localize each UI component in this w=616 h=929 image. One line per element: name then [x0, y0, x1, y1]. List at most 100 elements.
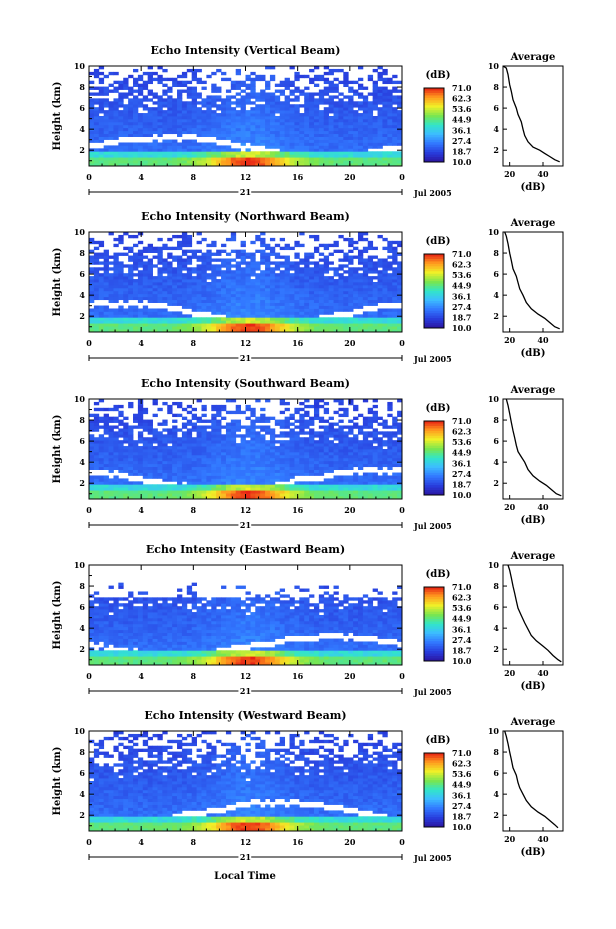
heatmap-cell [353, 121, 359, 126]
heatmap-cell [240, 104, 246, 108]
heatmap-cell [392, 130, 398, 135]
heatmap-cell [392, 287, 398, 292]
heatmap-cell [103, 287, 109, 292]
heatmap-cell [284, 463, 290, 468]
average-y-tick-label: 2 [493, 145, 499, 155]
heatmap-cell [343, 305, 349, 309]
heatmap-cell [142, 317, 149, 321]
heatmap-cell [230, 478, 237, 482]
heatmap-cell [284, 431, 290, 435]
heatmap-cell [265, 478, 271, 482]
heatmap-cell [348, 323, 354, 327]
heatmap-cell [245, 487, 251, 491]
heatmap-cell [392, 326, 398, 330]
heatmap-cell [133, 329, 139, 333]
heatmap-cell [274, 118, 281, 123]
heatmap-cell [177, 83, 183, 87]
heatmap-cell [221, 457, 227, 462]
heatmap-cell [279, 142, 286, 146]
heatmap-cell [167, 496, 173, 500]
heatmap-cell [338, 284, 344, 289]
heatmap-cell [157, 290, 163, 295]
heatmap-cell [113, 440, 119, 444]
heatmap-cell [323, 243, 330, 248]
heatmap-cell [201, 127, 207, 132]
heatmap-cell [260, 130, 266, 135]
heatmap-cell [113, 148, 119, 152]
heatmap-cell [186, 320, 193, 324]
heatmap-cell [338, 282, 344, 286]
heatmap-cell [357, 258, 364, 262]
heatmap-cell [240, 484, 246, 488]
heatmap-cell [221, 279, 227, 283]
heatmap-cell [211, 243, 217, 248]
heatmap-cell [309, 136, 315, 140]
heatmap-cell [269, 287, 276, 292]
heatmap-cell [133, 481, 139, 485]
heatmap-cell [260, 460, 266, 465]
heatmap-cell [137, 329, 144, 333]
heatmap-cell [362, 145, 369, 149]
heatmap-cell [377, 299, 383, 303]
heatmap-cell [206, 466, 212, 470]
heatmap-cell [313, 148, 320, 152]
heatmap-cell [294, 320, 300, 324]
heatmap-cell [211, 431, 217, 435]
heatmap-cell [309, 252, 315, 256]
heatmap-cell [147, 267, 153, 271]
heatmap-cell [147, 282, 153, 286]
colorbar-tick-label: 36.1 [452, 125, 471, 135]
heatmap-cell [333, 446, 339, 450]
heatmap-cell [137, 287, 144, 292]
heatmap-cell [93, 154, 100, 158]
heatmap-cell [299, 493, 305, 497]
heatmap-cell [245, 463, 251, 468]
heatmap-cell [284, 77, 290, 82]
heatmap-cell [225, 113, 232, 117]
heatmap-cell [304, 404, 310, 409]
heatmap-cell [245, 124, 251, 129]
heatmap-cell [309, 416, 315, 420]
heatmap-cell [265, 449, 271, 453]
heatmap-cell [191, 110, 197, 114]
heatmap-cell [89, 287, 95, 292]
heatmap-cell [201, 302, 207, 306]
heatmap-cell [353, 443, 359, 447]
heatmap-cell [206, 121, 212, 126]
heatmap-cell [103, 305, 109, 309]
heatmap-cell [108, 116, 114, 120]
heatmap-cell [206, 481, 212, 485]
heatmap-cell [387, 279, 393, 283]
heatmap-cell [206, 302, 212, 306]
heatmap-cell [362, 142, 369, 146]
heatmap-cell [377, 160, 383, 164]
heatmap-cell [343, 290, 349, 295]
heatmap-cell [250, 279, 256, 283]
colorbar-segment [424, 97, 444, 101]
heatmap-cell [113, 89, 119, 93]
heatmap-cell [274, 449, 281, 453]
heatmap-cell [279, 92, 286, 96]
heatmap-cell [225, 443, 232, 447]
heatmap-cell [255, 279, 261, 283]
heatmap-cell [250, 124, 256, 129]
heatmap-cell [265, 314, 271, 318]
heatmap-cell [313, 163, 320, 167]
heatmap-cell [294, 95, 300, 99]
heatmap-cell [323, 320, 330, 324]
heatmap-cell [128, 74, 134, 79]
heatmap-cell [260, 416, 266, 420]
heatmap-cell [255, 296, 261, 301]
heatmap-cell [235, 496, 242, 500]
heatmap-cell [260, 261, 266, 265]
heatmap-cell [108, 454, 114, 459]
heatmap-cell [240, 437, 246, 441]
heatmap-cell [93, 86, 100, 90]
heatmap-cell [309, 302, 315, 306]
x-tick-label: 12 [240, 172, 251, 182]
heatmap-cell [353, 284, 359, 289]
heatmap-cell [118, 296, 124, 301]
heatmap-cell [397, 317, 403, 321]
heatmap-cell [304, 487, 310, 491]
heatmap-cell [318, 317, 325, 321]
